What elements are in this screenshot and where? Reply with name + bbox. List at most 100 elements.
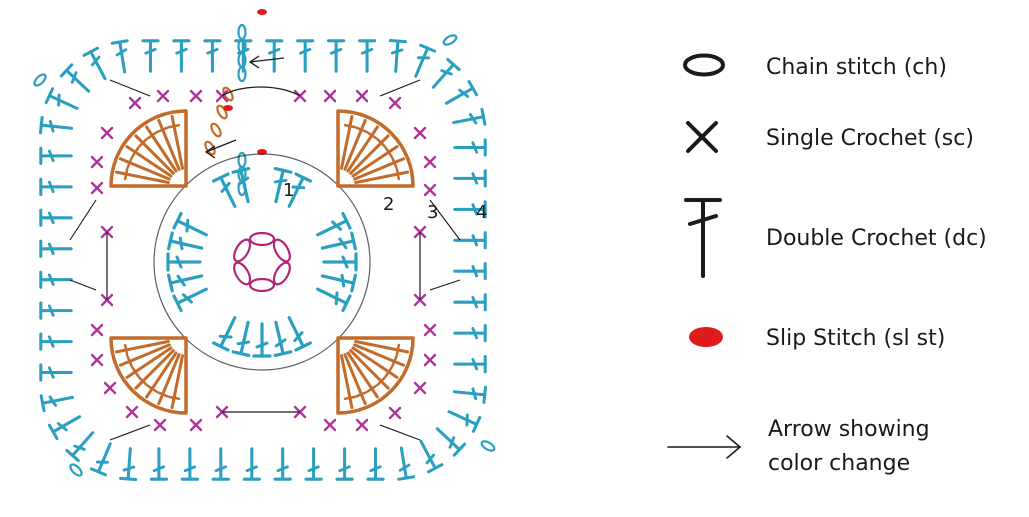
round-3-single-crochet bbox=[355, 89, 369, 103]
round-3-single-crochet bbox=[156, 89, 170, 103]
center-chain bbox=[272, 261, 291, 286]
round-2-double-crochet bbox=[170, 114, 184, 170]
round-2-dc-tick bbox=[366, 131, 378, 140]
round-2-dc-tick bbox=[138, 376, 148, 386]
round-2-dc-tick bbox=[146, 131, 158, 140]
round-2-dc-tick bbox=[156, 391, 169, 398]
round-4-double-crochet bbox=[335, 447, 354, 481]
round-4-double-crochet bbox=[180, 447, 200, 481]
chain-stitch-icon bbox=[683, 53, 725, 77]
round-4-double-crochet bbox=[273, 447, 292, 481]
round-1-double-crochet bbox=[319, 266, 357, 293]
slip-stitch-icon bbox=[689, 327, 723, 347]
round-3-single-crochet bbox=[153, 418, 167, 432]
round-3-single-crochet bbox=[323, 89, 337, 103]
round-4-double-crochet bbox=[453, 354, 487, 374]
round-4-double-crochet bbox=[453, 262, 487, 281]
round-3-single-crochet bbox=[100, 126, 114, 140]
round-2-dc-tick bbox=[376, 138, 386, 148]
legend-label-double-crochet: Double Crochet (dc) bbox=[766, 226, 987, 251]
legend-label-arrow-line-1: Arrow showing bbox=[768, 417, 930, 442]
round-4-double-crochet bbox=[357, 39, 377, 73]
round-4-double-crochet bbox=[453, 293, 487, 312]
round-4-double-crochet bbox=[444, 403, 482, 433]
round-4-double-crochet bbox=[82, 46, 114, 84]
round-3-single-crochet bbox=[125, 405, 139, 419]
legend-label-slip-stitch: Slip Stitch (sl st) bbox=[766, 326, 945, 351]
round-4-double-crochet bbox=[110, 39, 134, 75]
round-label-3: 3 bbox=[427, 202, 438, 223]
round-4-double-crochet bbox=[407, 43, 437, 81]
round-4-double-crochet bbox=[141, 39, 160, 73]
round-4-double-crochet bbox=[366, 447, 385, 481]
chain-space-line bbox=[109, 424, 151, 441]
round-4-double-crochet bbox=[39, 332, 73, 351]
round-3-single-crochet bbox=[189, 89, 203, 103]
round-4-double-crochet bbox=[172, 39, 191, 73]
round-1-double-crochet bbox=[172, 280, 212, 313]
round-2-dc-tick bbox=[355, 126, 368, 133]
round-2-dc-tick bbox=[384, 366, 393, 378]
round-1-double-crochet bbox=[312, 211, 352, 244]
round-4-double-crochet bbox=[65, 426, 100, 463]
round-2-dc-tick bbox=[131, 146, 140, 158]
chain-space-line bbox=[109, 79, 151, 97]
round-4-double-crochet bbox=[453, 231, 487, 250]
round-2-dc-tick bbox=[131, 366, 140, 378]
center-ring bbox=[233, 231, 291, 293]
color-change-arrows bbox=[204, 55, 285, 159]
round-1-double-crochet bbox=[167, 231, 205, 258]
round-1-double-crochet bbox=[166, 252, 202, 272]
round-4-corner-chain bbox=[442, 34, 458, 46]
round-4-double-crochet bbox=[39, 208, 73, 227]
round-1-double-crochet bbox=[319, 231, 357, 258]
round-3-single-crochet bbox=[323, 418, 337, 432]
round-2-dc-tick bbox=[395, 167, 401, 181]
legend: Chain stitch (ch) Single Crochet (sc) Do… bbox=[667, 53, 987, 476]
round-1-double-crochet bbox=[266, 319, 293, 357]
round-1-stitches bbox=[153, 149, 371, 371]
single-crochet-icon bbox=[686, 121, 718, 153]
legend-item-slip-stitch: Slip Stitch (sl st) bbox=[689, 326, 945, 351]
chart-area: 1 2 3 4 bbox=[33, 9, 496, 482]
round-label-4: 4 bbox=[476, 202, 487, 223]
center-chain bbox=[248, 231, 276, 247]
chain-space-line bbox=[69, 199, 97, 241]
round-4-double-crochet bbox=[412, 436, 444, 474]
round-2-dc-tick bbox=[167, 395, 181, 401]
round-3-chain-space bbox=[221, 86, 301, 97]
round-4-corner-chain bbox=[480, 440, 496, 452]
round-4-double-crochet bbox=[304, 447, 323, 481]
round-2-dc-tick bbox=[395, 343, 401, 357]
round-4-double-crochet bbox=[296, 39, 315, 73]
legend-label-single-crochet: Single Crochet (sc) bbox=[766, 126, 974, 151]
round-2-dc-tick bbox=[384, 146, 393, 158]
round-2-fan-outline bbox=[336, 336, 415, 415]
round-2-double-crochet bbox=[340, 354, 354, 410]
round-4-double-crochet bbox=[39, 363, 73, 382]
round-2-dc-tick bbox=[146, 384, 158, 393]
round-3-single-crochet bbox=[423, 183, 437, 197]
round-2-dc-tick bbox=[391, 156, 398, 169]
round-4-double-crochet bbox=[39, 177, 73, 197]
round-1-double-crochet bbox=[280, 312, 313, 352]
round-4-double-crochet bbox=[39, 270, 73, 289]
round-3-single-crochet bbox=[423, 353, 437, 367]
slip-stitch-mark bbox=[223, 105, 233, 111]
round-2-double-crochet bbox=[354, 170, 410, 184]
round-3-single-crochet bbox=[90, 323, 104, 337]
center-chain bbox=[248, 277, 276, 293]
round-4-double-crochet bbox=[44, 87, 82, 117]
round-1-double-crochet bbox=[211, 172, 244, 212]
round-2-double-crochet bbox=[170, 354, 184, 410]
round-4-double-crochet bbox=[326, 39, 346, 73]
round-4-double-crochet bbox=[453, 323, 487, 343]
round-4-double-crochet bbox=[441, 80, 479, 112]
round-2-dc-tick bbox=[126, 156, 133, 169]
chain-space-line bbox=[69, 279, 97, 291]
round-1-double-crochet bbox=[167, 266, 205, 293]
round-4-double-crochet bbox=[426, 57, 461, 94]
legend-label-arrow-line-2: color change bbox=[768, 451, 910, 476]
round-4-double-crochet bbox=[203, 39, 222, 73]
round-4-double-crochet bbox=[118, 446, 140, 482]
